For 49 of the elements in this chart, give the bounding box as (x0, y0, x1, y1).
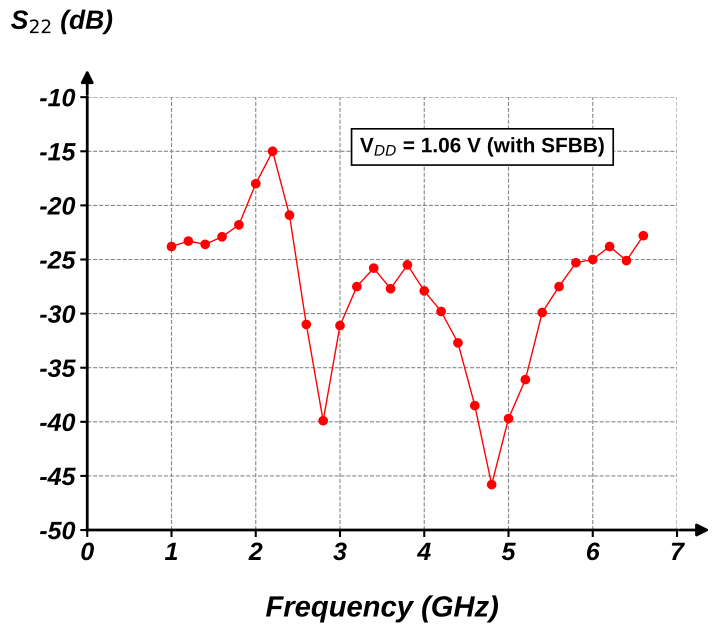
point (234, 220, 244, 230)
point (504, 414, 514, 424)
point (622, 256, 632, 266)
point (318, 416, 328, 426)
y-tick-label: -25 (40, 251, 76, 269)
y-tick-label: -50 (40, 522, 76, 540)
point (250, 178, 261, 189)
point (520, 374, 530, 384)
point (284, 210, 294, 220)
x-axis-title: Frequency (GHz) (266, 595, 498, 623)
y-tick-label: -40 (40, 413, 76, 432)
point (453, 338, 463, 348)
x-tick-label: 6 (586, 542, 600, 560)
point (604, 242, 614, 252)
point (301, 320, 312, 330)
point (537, 308, 548, 318)
x-tick-label: 4 (416, 542, 431, 560)
annotation: V$_{DD}$ = 1.06 V (with SFBB) (360, 137, 604, 157)
point (554, 282, 564, 292)
point (419, 286, 430, 296)
point (386, 284, 396, 294)
y-tick-label: -35 (40, 359, 76, 378)
point (588, 254, 598, 264)
y-tick-label: -10 (40, 88, 76, 106)
point (368, 263, 379, 274)
y-axis-title: S$_{22}$ (dB) (11, 10, 112, 34)
x-tick-label: 2 (248, 542, 262, 560)
point (268, 146, 278, 156)
point (352, 282, 362, 292)
point (486, 480, 497, 490)
y-tick-label: -20 (40, 196, 76, 215)
point (571, 258, 581, 268)
point (638, 230, 648, 241)
point (217, 232, 227, 242)
point (335, 320, 345, 330)
point (200, 239, 210, 250)
y-tick-label: -45 (40, 468, 76, 486)
point (166, 242, 176, 252)
point (183, 236, 194, 246)
x-tick-label: 1 (164, 542, 178, 560)
point (402, 260, 412, 270)
point (470, 400, 480, 410)
x-tick-label: 5 (502, 542, 516, 560)
x-tick-label: 7 (672, 542, 685, 560)
y-tick-label: -30 (40, 305, 76, 323)
x-tick-label: 0 (81, 542, 94, 560)
point (436, 306, 446, 316)
y-tick-label: -15 (40, 143, 76, 161)
x-tick-label: 3 (333, 542, 347, 560)
